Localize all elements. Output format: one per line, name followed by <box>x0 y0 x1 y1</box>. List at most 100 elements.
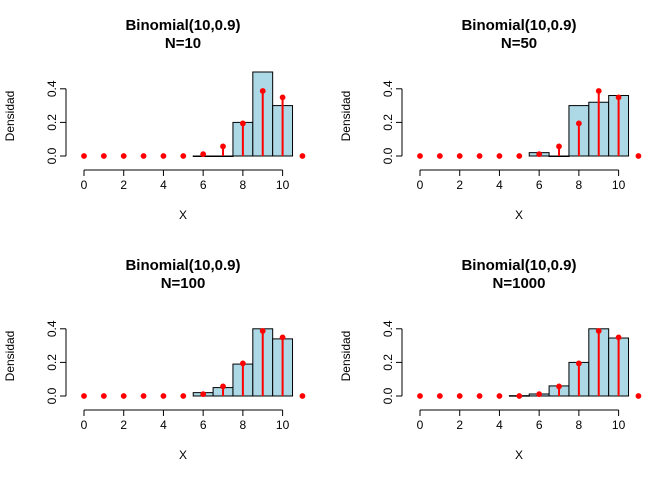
chart-subtitle: N=50 <box>501 35 537 52</box>
pmf-point <box>476 393 483 399</box>
x-axis-label: X <box>515 208 523 222</box>
pmf-point <box>595 328 602 334</box>
pmf-point <box>536 391 543 398</box>
pmf-point <box>516 393 523 399</box>
y-tick-label: 0.4 <box>45 320 59 337</box>
pmf-point <box>120 153 127 159</box>
pmf-point <box>259 328 266 334</box>
x-tick-label: 10 <box>612 418 626 432</box>
x-tick-label: 8 <box>240 178 247 192</box>
pmf-point <box>100 393 107 399</box>
pmf-point <box>220 383 226 390</box>
pmf-point <box>160 153 167 159</box>
x-tick-label: 8 <box>576 418 583 432</box>
pmf-point <box>299 393 306 399</box>
pmf-point <box>615 94 622 101</box>
chart-title: Binomial(10,0.9) <box>461 17 576 34</box>
pmf-point <box>100 153 107 159</box>
y-tick-label: 0.0 <box>381 387 395 404</box>
y-tick-label: 0.2 <box>45 114 59 131</box>
pmf-point <box>635 153 642 159</box>
pmf-point <box>239 360 246 367</box>
chart-subtitle: N=100 <box>161 275 206 292</box>
x-tick-label: 6 <box>200 178 207 192</box>
pmf-point <box>456 153 463 159</box>
x-tick-label: 6 <box>536 418 543 432</box>
y-tick-label: 0.2 <box>381 114 395 131</box>
pmf-point <box>436 393 443 399</box>
pmf-point <box>220 143 226 150</box>
y-axis-label: Densidad <box>339 91 353 142</box>
x-tick-label: 8 <box>576 178 583 192</box>
panel-n50: Binomial(10,0.9)N=50 0.0 0.2 0.4 Densidad 0 2 4… <box>339 17 642 222</box>
panel-n10: Binomial(10,0.9)N=10 0.0 0.2 0.4 Densidad 0 2 4… <box>3 17 306 222</box>
chart-subtitle: N=10 <box>165 35 201 52</box>
y-tick-label: 0.0 <box>45 147 59 164</box>
x-tick-label: 10 <box>612 178 626 192</box>
x-tick-label: 4 <box>160 418 167 432</box>
pmf-point <box>279 334 286 341</box>
pmf-point <box>575 120 582 127</box>
pmf-point <box>81 153 87 159</box>
x-axis-label: X <box>179 448 187 462</box>
x-tick-label: 10 <box>276 178 290 192</box>
x-tick-label: 2 <box>120 418 127 432</box>
pmf-point <box>456 393 463 399</box>
x-tick-label: 4 <box>496 418 503 432</box>
pmf-point <box>436 153 443 159</box>
x-tick-label: 6 <box>536 178 543 192</box>
pmf-point <box>556 143 562 150</box>
y-axis-label: Densidad <box>3 91 17 142</box>
y-tick-label: 0.4 <box>381 320 395 337</box>
x-tick-label: 2 <box>120 178 127 192</box>
x-tick-label: 2 <box>456 418 463 432</box>
pmf-point <box>180 153 187 159</box>
pmf-point <box>496 393 503 399</box>
pmf-point <box>417 393 423 399</box>
y-axis-label: Densidad <box>3 331 17 382</box>
x-tick-label: 6 <box>200 418 207 432</box>
pmf-point <box>635 393 642 399</box>
chart-title: Binomial(10,0.9) <box>125 257 240 274</box>
pmf-point <box>279 94 286 101</box>
y-tick-label: 0.4 <box>381 80 395 97</box>
x-tick-label: 8 <box>240 418 247 432</box>
pmf-point <box>259 88 266 94</box>
pmf-point <box>81 393 87 399</box>
pmf-point <box>575 360 582 367</box>
pmf-point <box>200 391 207 398</box>
pmf-point <box>239 120 246 127</box>
histogram-bar <box>212 155 234 157</box>
x-tick-label: 0 <box>81 178 88 192</box>
y-axis-label: Densidad <box>339 331 353 382</box>
x-tick-label: 0 <box>81 418 88 432</box>
histogram-bar <box>548 155 570 157</box>
x-tick-label: 4 <box>160 178 167 192</box>
pmf-point <box>496 153 503 159</box>
chart-title: Binomial(10,0.9) <box>461 257 576 274</box>
panel-n1000: Binomial(10,0.9)N=1000 0.0 0.2 0.4 Densidad 0… <box>339 257 642 462</box>
chart-subtitle: N=1000 <box>493 275 546 292</box>
x-tick-label: 4 <box>496 178 503 192</box>
x-tick-label: 0 <box>417 178 424 192</box>
pmf-point <box>140 153 147 159</box>
y-tick-label: 0.0 <box>381 147 395 164</box>
panel-n100: Binomial(10,0.9)N=100 0.0 0.2 0.4 Densidad 0 2… <box>3 257 306 462</box>
x-axis-label: X <box>179 208 187 222</box>
pmf-point <box>516 153 523 159</box>
pmf-point <box>615 334 622 341</box>
y-tick-label: 0.2 <box>381 354 395 371</box>
x-axis-label: X <box>515 448 523 462</box>
pmf-point <box>180 393 187 399</box>
pmf-point <box>536 151 543 158</box>
pmf-point <box>417 153 423 159</box>
y-tick-label: 0.4 <box>45 80 59 97</box>
pmf-point <box>160 393 167 399</box>
y-tick-label: 0.2 <box>45 354 59 371</box>
x-tick-label: 2 <box>456 178 463 192</box>
pmf-point <box>556 383 562 390</box>
pmf-point <box>299 153 306 159</box>
pmf-point <box>140 393 147 399</box>
x-tick-label: 10 <box>276 418 290 432</box>
